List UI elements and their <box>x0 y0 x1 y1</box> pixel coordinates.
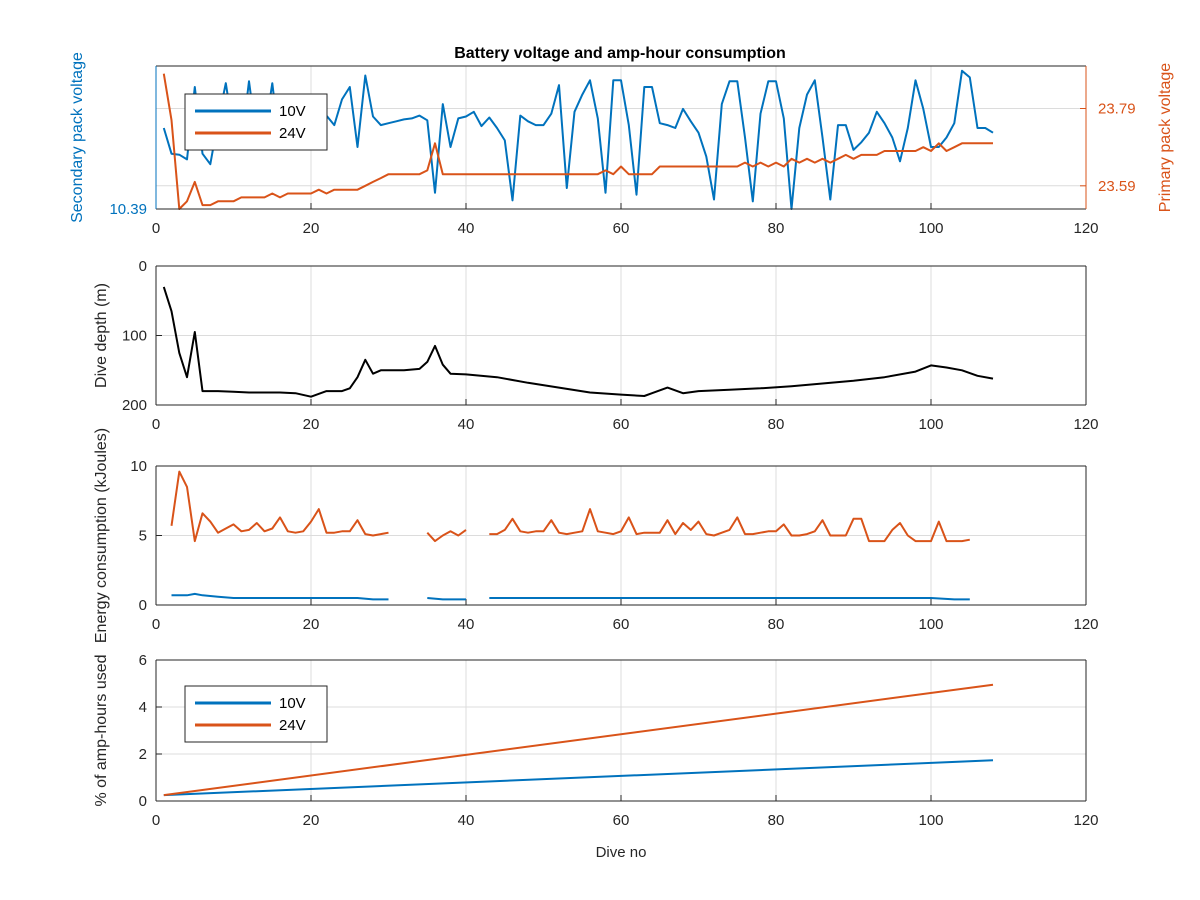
y-tick-label: 6 <box>139 652 147 669</box>
y-tick-label: 0 <box>139 793 147 810</box>
y-tick-label: 100 <box>122 328 147 345</box>
x-tick-label: 0 <box>152 220 160 237</box>
series-line-24v <box>163 683 994 797</box>
chart-panel-4: 0 20 40 60 80 100 120 0 2 4 6 % of amp-hours used Di… <box>93 652 1099 861</box>
x-tick-label: 120 <box>1073 616 1098 633</box>
y-tick-label: 0 <box>139 258 147 275</box>
x-tick-label: 120 <box>1073 812 1098 829</box>
series-line-24v <box>162 73 993 210</box>
x-tick-label: 60 <box>613 220 630 237</box>
y-tick-label: 10 <box>130 458 147 475</box>
y-axis-label: Energy consumption (kJoules) <box>93 428 110 643</box>
legend-box <box>184 685 328 743</box>
y-right-tick-label: 23.79 <box>1098 101 1136 118</box>
x-tick-label: 0 <box>152 416 160 433</box>
x-axis-label: Dive no <box>596 844 647 861</box>
x-tick-label: 100 <box>918 616 943 633</box>
x-tick-label: 80 <box>768 220 785 237</box>
series-line-24v-segment <box>170 470 389 543</box>
y-right-axis-label: Primary pack voltage <box>1157 63 1174 212</box>
series-line-24v-segment <box>489 508 970 543</box>
x-tick-label: 80 <box>768 812 785 829</box>
legend-label-24v: 24V <box>279 717 306 734</box>
x-tick-label: 120 <box>1073 220 1098 237</box>
x-tick-label: 60 <box>613 616 630 633</box>
y-tick-label: 10.39 <box>109 201 147 218</box>
x-tick-label: 40 <box>458 812 475 829</box>
x-tick-label: 60 <box>613 416 630 433</box>
x-tick-label: 40 <box>458 616 475 633</box>
y-tick-label: 0 <box>139 597 147 614</box>
x-tick-label: 20 <box>303 812 320 829</box>
x-tick-label: 20 <box>303 220 320 237</box>
chart-panel-1: 0 20 40 60 80 100 120 10.39 23.59 23.79 Secondary … <box>69 52 1174 237</box>
x-tick-label: 80 <box>768 416 785 433</box>
series-line-depth <box>162 286 994 398</box>
series-line-10v-segment <box>171 592 389 601</box>
y-axis-label: Dive depth (m) <box>93 283 110 388</box>
x-tick-label: 20 <box>303 616 320 633</box>
x-tick-label: 20 <box>303 416 320 433</box>
y-axis-label: % of amp-hours used <box>93 654 110 806</box>
chart-panel-3: 0 20 40 60 80 100 120 0 5 10 Energy consumption (k… <box>93 428 1099 643</box>
x-tick-label: 100 <box>918 812 943 829</box>
series-line-10v <box>163 759 994 797</box>
x-tick-label: 80 <box>768 616 785 633</box>
chart-panel-2: 0 20 40 60 80 100 120 0 100 200 Dive depth (m) <box>93 258 1099 433</box>
figure-title: Battery voltage and amp-hour consumption <box>454 45 786 62</box>
x-tick-label: 0 <box>152 616 160 633</box>
legend-label-10v: 10V <box>279 103 306 120</box>
legend-label-24v: 24V <box>279 125 306 142</box>
x-tick-label: 120 <box>1073 416 1098 433</box>
x-tick-label: 40 <box>458 416 475 433</box>
y-tick-label: 200 <box>122 397 147 414</box>
series-line-10v-segment <box>489 597 970 601</box>
x-tick-label: 40 <box>458 220 475 237</box>
x-tick-label: 100 <box>918 220 943 237</box>
y-tick-label: 2 <box>139 746 147 763</box>
legend-label-10v: 10V <box>279 695 306 712</box>
x-tick-label: 60 <box>613 812 630 829</box>
y-tick-label: 5 <box>139 528 147 545</box>
legend-box <box>184 93 328 151</box>
y-right-tick-label: 23.59 <box>1098 178 1136 195</box>
series-line-24v-segment <box>426 529 467 543</box>
x-tick-label: 100 <box>918 416 943 433</box>
series-line-10v-segment <box>427 597 466 601</box>
y-axis-label: Secondary pack voltage <box>69 52 86 223</box>
x-tick-label: 0 <box>152 812 160 829</box>
y-tick-label: 4 <box>139 699 147 716</box>
